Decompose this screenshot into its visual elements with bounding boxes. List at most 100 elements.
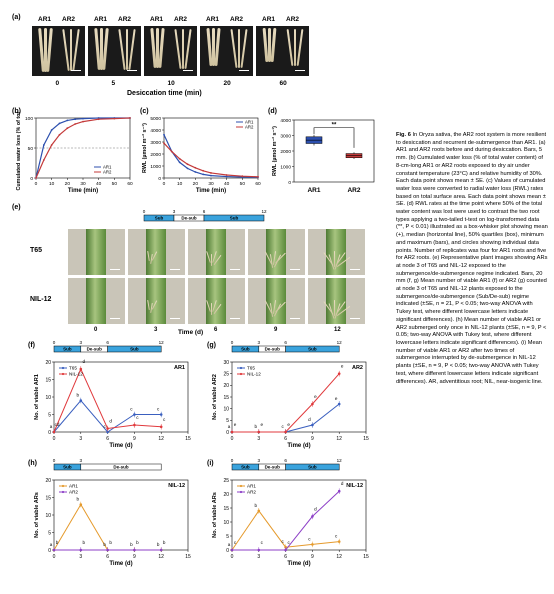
significance-letter: d bbox=[308, 417, 311, 422]
panel-d-label: (d) bbox=[268, 108, 277, 115]
data-point bbox=[79, 399, 83, 402]
legend-label: AR2 bbox=[103, 170, 112, 175]
data-point bbox=[163, 133, 165, 136]
regime-tick-label: 3 bbox=[80, 340, 83, 345]
plant-photo bbox=[308, 278, 365, 324]
ar2-root bbox=[296, 29, 304, 66]
y-tick-label: 0 bbox=[226, 548, 229, 554]
regime-tick-label: 3 bbox=[258, 340, 261, 345]
data-point bbox=[79, 548, 83, 552]
time-label: 10 bbox=[167, 80, 175, 87]
significance-letter: b bbox=[77, 497, 80, 502]
x-tick-label: 12 bbox=[336, 554, 342, 560]
data-point bbox=[66, 127, 69, 130]
plant-photo bbox=[188, 229, 245, 275]
ar1-label: AR1 bbox=[38, 16, 52, 23]
y-tick-label: 10 bbox=[45, 513, 51, 519]
y-axis-label: RWL (µmol m⁻² s⁻¹) bbox=[272, 126, 278, 176]
y-tick-label: 10 bbox=[223, 520, 229, 526]
time-label: 6 bbox=[214, 327, 218, 333]
data-point bbox=[170, 150, 173, 153]
regime-tick-label: 12 bbox=[337, 340, 343, 345]
legend-label: AR1 bbox=[69, 484, 78, 489]
significance-letter: b bbox=[130, 542, 133, 547]
significance-letter: c bbox=[281, 539, 284, 544]
ar1-root bbox=[158, 27, 165, 69]
data-point bbox=[106, 427, 109, 430]
adventitious-root bbox=[334, 251, 335, 267]
ar1-label: AR1 bbox=[206, 16, 220, 23]
data-point bbox=[52, 430, 56, 434]
significance-letter: b bbox=[163, 540, 166, 545]
x-tick-label: 30 bbox=[80, 181, 86, 187]
data-point bbox=[337, 540, 341, 543]
ar1-root bbox=[102, 27, 109, 71]
y-axis-label: No. of viable AR1 bbox=[34, 374, 40, 420]
ar2-root bbox=[182, 29, 184, 69]
legend-marker bbox=[239, 484, 243, 488]
significance-letter: a bbox=[50, 542, 53, 547]
series-line bbox=[163, 134, 259, 178]
legend-marker bbox=[61, 490, 65, 494]
time-label: 0 bbox=[55, 80, 60, 87]
ar2-label: AR2 bbox=[118, 16, 132, 23]
x-tick-label: 12 bbox=[336, 436, 342, 442]
significance-letter: c bbox=[308, 536, 311, 541]
x-axis-label: Time (d) bbox=[287, 561, 310, 567]
adventitious-root bbox=[334, 300, 335, 316]
scale-bar bbox=[295, 70, 305, 71]
significance-letter: c bbox=[281, 424, 284, 429]
regime-tick-label: 0 bbox=[53, 340, 56, 345]
series-line bbox=[232, 490, 340, 551]
x-tick-label: 15 bbox=[185, 554, 191, 560]
ar2-root bbox=[126, 29, 128, 70]
legend-marker bbox=[61, 366, 65, 370]
caption-fig-label: Fig. 6 bbox=[396, 132, 411, 138]
panel-b-label: (b) bbox=[12, 108, 21, 115]
panel-i-label: (i) bbox=[207, 460, 214, 467]
category-label: AR1 bbox=[307, 187, 320, 194]
significance-letter: b bbox=[83, 540, 86, 545]
y-axis-label: Cumulated water loss (% of total) bbox=[16, 112, 22, 191]
y-tick-label: 0 bbox=[48, 430, 51, 436]
panel-g-label: (g) bbox=[207, 342, 216, 349]
significance-letter: a bbox=[228, 424, 231, 429]
panel-f-label: (f) bbox=[28, 342, 35, 349]
legend-label: T65 bbox=[69, 366, 77, 371]
data-point bbox=[82, 120, 84, 123]
significance-letter: c bbox=[335, 534, 338, 539]
scale-bar bbox=[170, 269, 180, 270]
x-tick-label: 60 bbox=[127, 181, 133, 187]
series-line bbox=[35, 117, 130, 179]
data-point bbox=[194, 166, 197, 169]
legend-label: AR1 bbox=[245, 120, 254, 125]
x-tick-label: 10 bbox=[49, 181, 55, 187]
panel-e-regime-bar: 0 3 6 12 Sub De-sub Sub bbox=[143, 209, 267, 222]
scale-bar bbox=[230, 269, 240, 270]
legend-marker bbox=[61, 372, 65, 376]
x-tick-label: 0 bbox=[35, 181, 38, 187]
data-point bbox=[159, 548, 163, 552]
panel-tag: AR2 bbox=[352, 365, 363, 371]
regime-label: De-sub bbox=[265, 347, 281, 352]
panel-e-xlabel: Time (d) bbox=[178, 329, 204, 336]
y-axis-label: RWL (µmol m⁻² s⁻¹) bbox=[142, 123, 148, 173]
plant-stem bbox=[86, 278, 106, 324]
regime-label: De-sub bbox=[265, 465, 281, 470]
series-line bbox=[232, 403, 340, 433]
significance-letter: c bbox=[136, 415, 139, 420]
data-point bbox=[311, 515, 314, 518]
data-point bbox=[337, 372, 341, 375]
ar2-root bbox=[240, 29, 248, 68]
plant-photo bbox=[188, 278, 245, 324]
significance-letter: d bbox=[109, 419, 112, 424]
data-point bbox=[133, 413, 136, 416]
plot-frame bbox=[163, 117, 259, 179]
y-tick-label: 4000 bbox=[150, 128, 161, 134]
time-label: 9 bbox=[274, 327, 278, 333]
y-tick-label: 20 bbox=[45, 360, 51, 366]
regime-label: Sub bbox=[241, 347, 250, 352]
data-point bbox=[129, 117, 131, 119]
ar2-root bbox=[174, 29, 182, 69]
